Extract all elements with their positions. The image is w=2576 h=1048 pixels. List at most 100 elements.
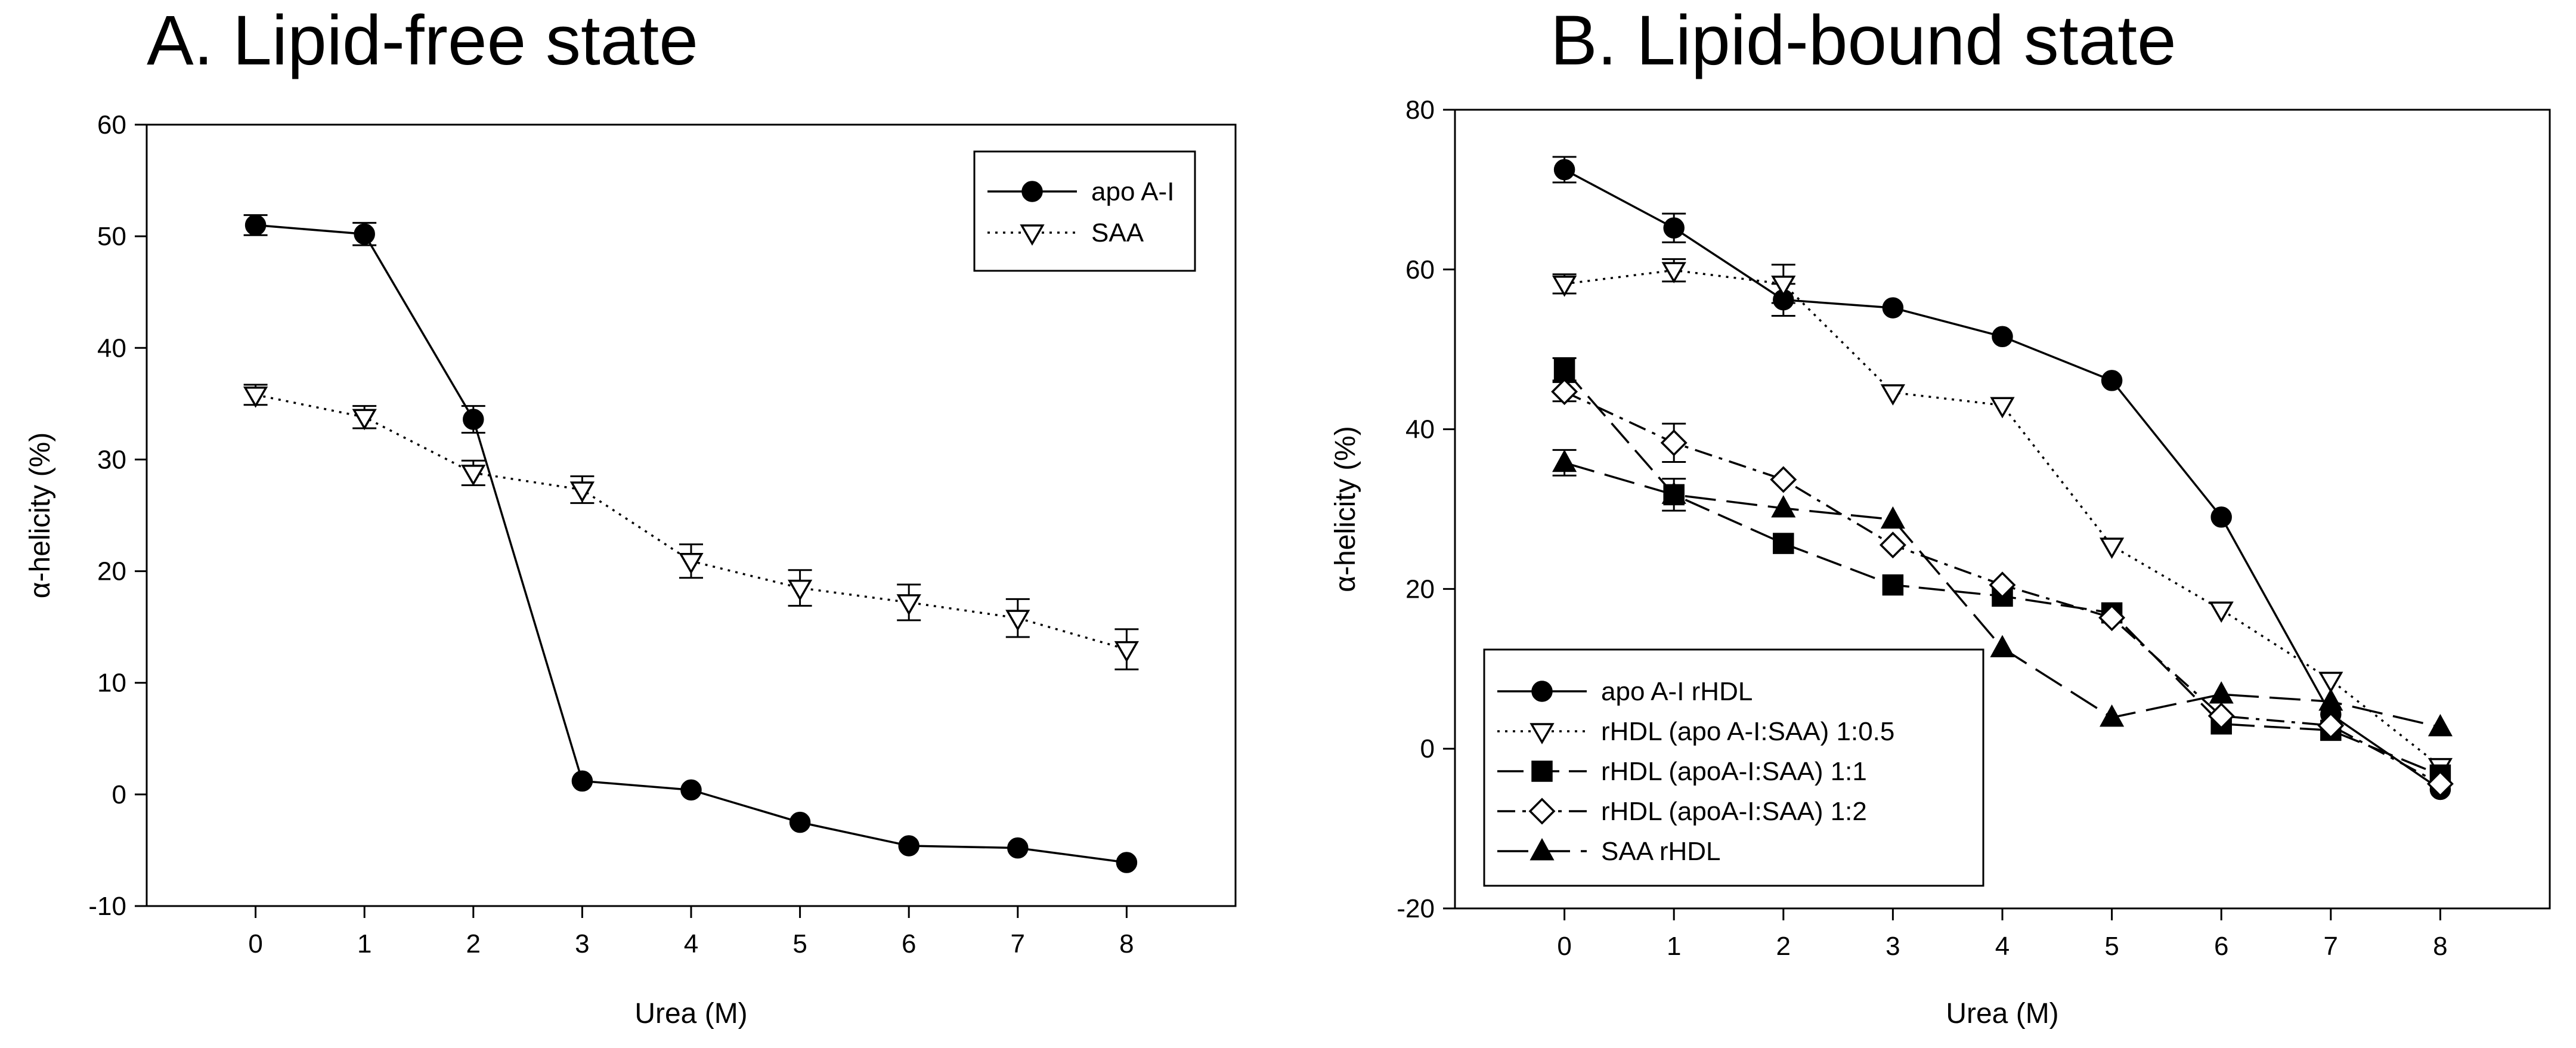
x-tick-label: 7 (1011, 929, 1025, 959)
legend-marker-3 (1531, 761, 1553, 782)
data-point-series-1 (1553, 159, 1575, 181)
y-tick-label: 20 (1405, 574, 1435, 604)
data-point-series-1 (2101, 370, 2123, 391)
data-point-series-5 (2318, 688, 2343, 711)
y-tick-label: 80 (1405, 95, 1435, 125)
x-tick-label: 7 (2324, 932, 2338, 961)
data-point-series-2 (1880, 384, 1906, 406)
data-point-series-1 (789, 811, 811, 833)
y-tick-label: 50 (97, 222, 126, 251)
legend-marker-2 (1530, 723, 1555, 744)
y-tick-label: 0 (1420, 734, 1435, 763)
data-point-series-5 (1771, 495, 1796, 518)
data-point-series-4 (2207, 702, 2235, 729)
y-tick-label: 30 (97, 445, 126, 474)
chart-title: B. Lipid-bound state (1550, 1, 2176, 80)
x-axis-label: Urea (M) (1946, 998, 2058, 1030)
data-point-series-1 (1882, 297, 1904, 319)
chart-title: A. Lipid-free state (147, 1, 698, 80)
x-tick-label: 5 (2104, 932, 2119, 961)
data-point-series-2 (1771, 276, 1796, 297)
data-point-series-2 (1552, 276, 1577, 297)
x-tick-label: 8 (1119, 929, 1134, 959)
data-point-series-2 (2318, 672, 2343, 693)
data-point-series-3 (1773, 533, 1794, 554)
legend-label-1: apo A-I rHDL (1601, 677, 1753, 706)
legend-label-1: apo A-I (1091, 177, 1174, 206)
legend-box (973, 150, 1196, 272)
x-tick-label: 3 (1885, 932, 1900, 961)
data-point-series-4 (1770, 466, 1797, 493)
legend-box (1483, 648, 1984, 887)
data-point-series-4 (1989, 571, 2016, 599)
x-tick-label: 4 (1995, 932, 2010, 961)
legend-marker-4 (1528, 797, 1556, 825)
data-point-series-1 (2210, 506, 2232, 528)
data-point-series-5 (1661, 481, 1686, 504)
data-point-series-1 (244, 214, 267, 236)
y-tick-label: 0 (112, 780, 126, 809)
data-point-series-2 (2209, 601, 2234, 623)
y-tick-label: 60 (97, 110, 126, 140)
x-tick-label: 6 (902, 929, 916, 959)
data-point-series-1 (898, 835, 919, 857)
data-point-series-1 (1663, 217, 1685, 239)
y-tick-label: 10 (97, 669, 126, 698)
legend-label-4: rHDL (apoA-I:SAA) 1:2 (1601, 797, 1867, 826)
x-tick-label: 1 (1667, 932, 1681, 961)
y-tick-label: 60 (1405, 255, 1435, 285)
data-point-series-1 (1992, 326, 2013, 348)
y-tick-label: -20 (1397, 894, 1435, 923)
data-point-series-1 (680, 779, 702, 801)
data-point-series-2 (352, 409, 377, 431)
data-point-series-1 (463, 409, 484, 430)
data-point-series-3 (1553, 358, 1575, 380)
data-point-series-1 (1116, 852, 1138, 873)
data-point-series-2 (569, 481, 595, 503)
data-point-series-5 (2209, 681, 2234, 704)
x-tick-label: 1 (357, 929, 371, 959)
legend-marker-5 (1530, 837, 1555, 861)
data-point-series-5 (2428, 714, 2453, 737)
data-point-series-4 (2426, 770, 2454, 797)
y-tick-label: 40 (1405, 415, 1435, 444)
data-point-series-1 (571, 770, 593, 792)
y-axis-label: α-helicity (%) (1330, 426, 1361, 592)
data-point-series-2 (461, 465, 486, 486)
data-point-series-4 (2317, 712, 2345, 739)
data-point-series-2 (1990, 397, 2015, 419)
panel-b-lipid-bound: B. Lipid-bound state -20 0 20 40 60 80 0 1 2 3 4 5 6 7… (1330, 1, 2551, 1030)
legend-label-2: SAA (1091, 218, 1144, 248)
x-tick-label: 5 (792, 929, 807, 959)
data-point-series-5 (1990, 635, 2015, 657)
data-point-series-4 (2098, 604, 2126, 632)
data-point-series-2 (1005, 610, 1030, 632)
x-tick-label: 4 (684, 929, 698, 959)
data-point-series-4 (1660, 429, 1688, 456)
data-point-series-2 (1661, 262, 1686, 284)
data-point-series-5 (2100, 704, 2125, 727)
x-axis-label: Urea (M) (634, 998, 747, 1030)
y-tick-label: 20 (97, 557, 126, 586)
series-line-2 (1564, 269, 2441, 768)
data-point-series-2 (896, 594, 921, 616)
legend-label-3: rHDL (apoA-I:SAA) 1:1 (1601, 757, 1867, 786)
x-tick-label: 3 (575, 929, 589, 959)
data-point-series-2 (787, 579, 813, 601)
x-tick-label: 2 (466, 929, 481, 959)
data-point-series-5 (1880, 506, 1905, 529)
data-point-series-4 (1551, 378, 1578, 406)
y-tick-label: -10 (88, 892, 126, 921)
data-point-series-1 (354, 223, 375, 245)
y-tick-label: 40 (97, 333, 126, 363)
panel-a-lipid-free: A. Lipid-free state -10 0 10 20 30 40 50 60 0 1 2 3 4… (24, 1, 1237, 1030)
data-point-series-3 (1882, 574, 1904, 596)
legend-marker-1 (1531, 681, 1553, 702)
data-point-series-5 (1552, 449, 1577, 472)
data-point-series-1 (1007, 837, 1029, 859)
legend-marker-2 (1020, 224, 1045, 246)
legend-label-5: SAA rHDL (1601, 837, 1721, 866)
data-point-series-2 (1114, 641, 1140, 663)
x-tick-label: 2 (1776, 932, 1791, 961)
